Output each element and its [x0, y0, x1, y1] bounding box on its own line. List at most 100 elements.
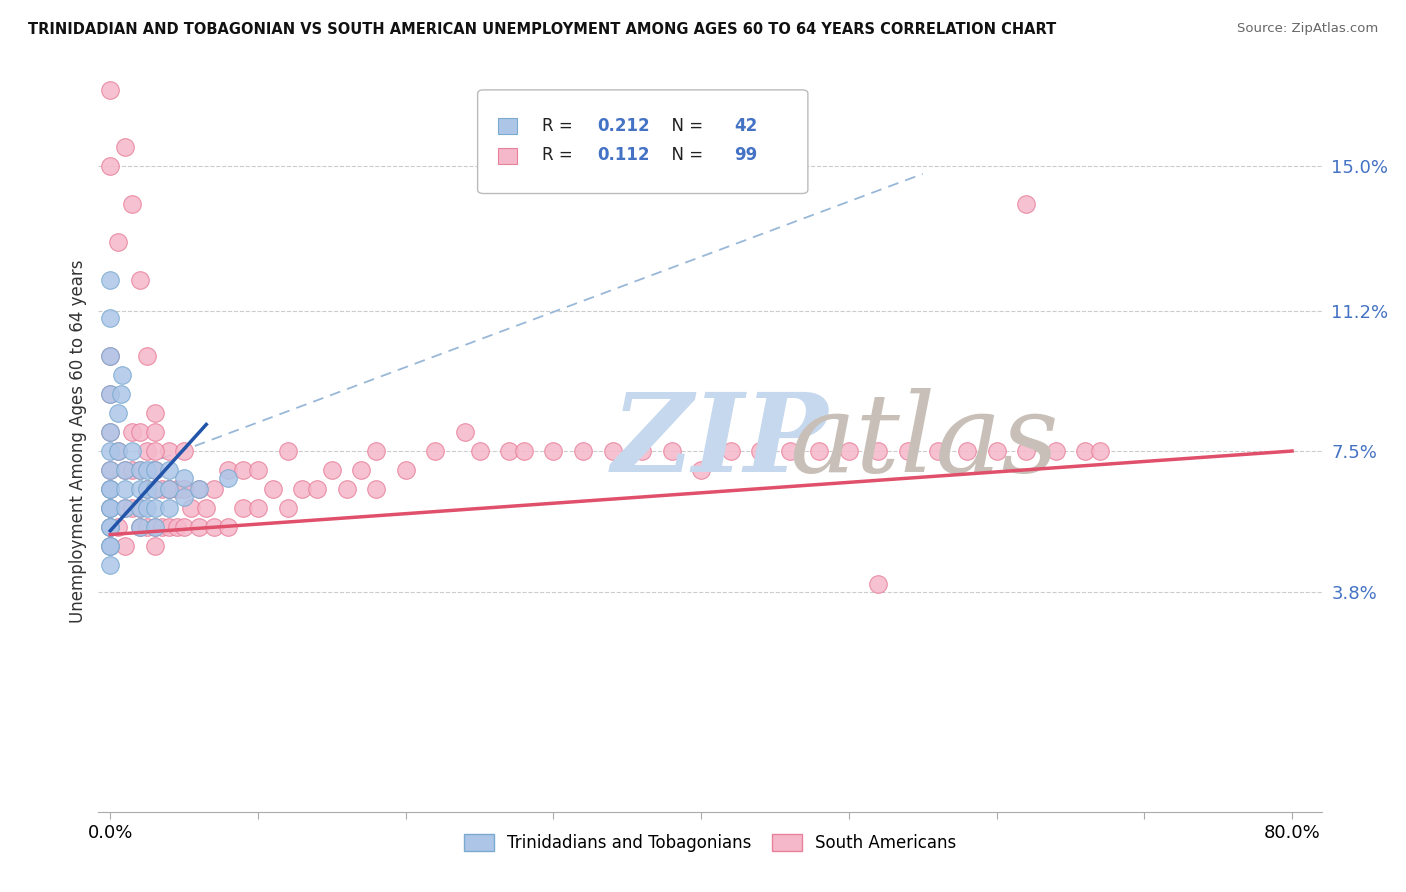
Point [114, 500, 136, 515]
Point [166, 482, 188, 496]
Point [217, 520, 239, 534]
Point [202, 482, 225, 496]
Point [128, 520, 150, 534]
Point [121, 500, 143, 515]
Point [121, 425, 143, 439]
Point [98, 500, 121, 515]
Point [98, 349, 121, 363]
Point [157, 482, 180, 496]
Point [868, 444, 890, 458]
Point [128, 273, 150, 287]
Point [98, 463, 121, 477]
Point [128, 463, 150, 477]
Point [173, 520, 195, 534]
Point [897, 444, 920, 458]
Point [98, 387, 121, 401]
Text: 99: 99 [734, 146, 758, 164]
Point [98, 520, 121, 534]
Point [366, 444, 388, 458]
Point [107, 444, 129, 458]
Text: R =: R = [543, 146, 578, 164]
Point [98, 83, 121, 97]
Point [114, 539, 136, 553]
Point [1015, 444, 1038, 458]
Text: Source: ZipAtlas.com: Source: ZipAtlas.com [1237, 22, 1378, 36]
Point [107, 520, 129, 534]
Point [690, 463, 713, 477]
Point [150, 482, 173, 496]
Point [720, 444, 742, 458]
Point [98, 482, 121, 496]
Point [98, 558, 121, 572]
Point [276, 500, 298, 515]
Text: TRINIDADIAN AND TOBAGONIAN VS SOUTH AMERICAN UNEMPLOYMENT AMONG AGES 60 TO 64 YE: TRINIDADIAN AND TOBAGONIAN VS SOUTH AMER… [28, 22, 1056, 37]
Point [98, 387, 121, 401]
Point [262, 482, 284, 496]
Point [157, 482, 180, 496]
Text: ZIP: ZIP [612, 388, 828, 495]
Text: N =: N = [661, 146, 709, 164]
Point [98, 349, 121, 363]
Point [143, 463, 166, 477]
Point [128, 425, 150, 439]
Point [111, 368, 134, 383]
Point [173, 482, 195, 496]
Point [107, 406, 129, 420]
Point [143, 539, 166, 553]
Point [98, 425, 121, 439]
Point [749, 444, 772, 458]
Point [114, 140, 136, 154]
Point [114, 500, 136, 515]
Point [180, 500, 202, 515]
Point [868, 577, 890, 591]
Point [98, 159, 121, 173]
Point [107, 235, 129, 250]
Point [143, 482, 166, 496]
Point [307, 482, 329, 496]
Point [114, 463, 136, 477]
Point [956, 444, 979, 458]
Text: atlas: atlas [790, 388, 1059, 495]
Point [121, 463, 143, 477]
Point [779, 444, 801, 458]
Point [195, 500, 218, 515]
Point [395, 463, 418, 477]
Point [98, 539, 121, 553]
Point [291, 482, 314, 496]
Point [986, 444, 1008, 458]
Point [136, 520, 159, 534]
Point [98, 463, 121, 477]
Point [808, 444, 831, 458]
Point [98, 444, 121, 458]
Point [128, 500, 150, 515]
Point [143, 463, 166, 477]
Point [454, 425, 477, 439]
Point [173, 482, 195, 496]
Point [110, 387, 132, 401]
Point [602, 444, 624, 458]
Point [98, 482, 121, 496]
Point [143, 520, 166, 534]
Point [98, 539, 121, 553]
Y-axis label: Unemployment Among Ages 60 to 64 years: Unemployment Among Ages 60 to 64 years [69, 260, 87, 624]
Point [98, 520, 121, 534]
Point [136, 500, 159, 515]
Point [661, 444, 683, 458]
Point [121, 197, 143, 211]
Point [217, 463, 239, 477]
Point [143, 425, 166, 439]
Point [128, 482, 150, 496]
Point [114, 463, 136, 477]
Point [157, 500, 180, 515]
Point [1045, 444, 1067, 458]
Point [136, 482, 159, 496]
Point [572, 444, 595, 458]
Point [143, 444, 166, 458]
Point [187, 520, 209, 534]
Point [513, 444, 536, 458]
Point [631, 444, 654, 458]
Point [1088, 444, 1111, 458]
Point [498, 444, 520, 458]
Point [173, 444, 195, 458]
Point [202, 520, 225, 534]
